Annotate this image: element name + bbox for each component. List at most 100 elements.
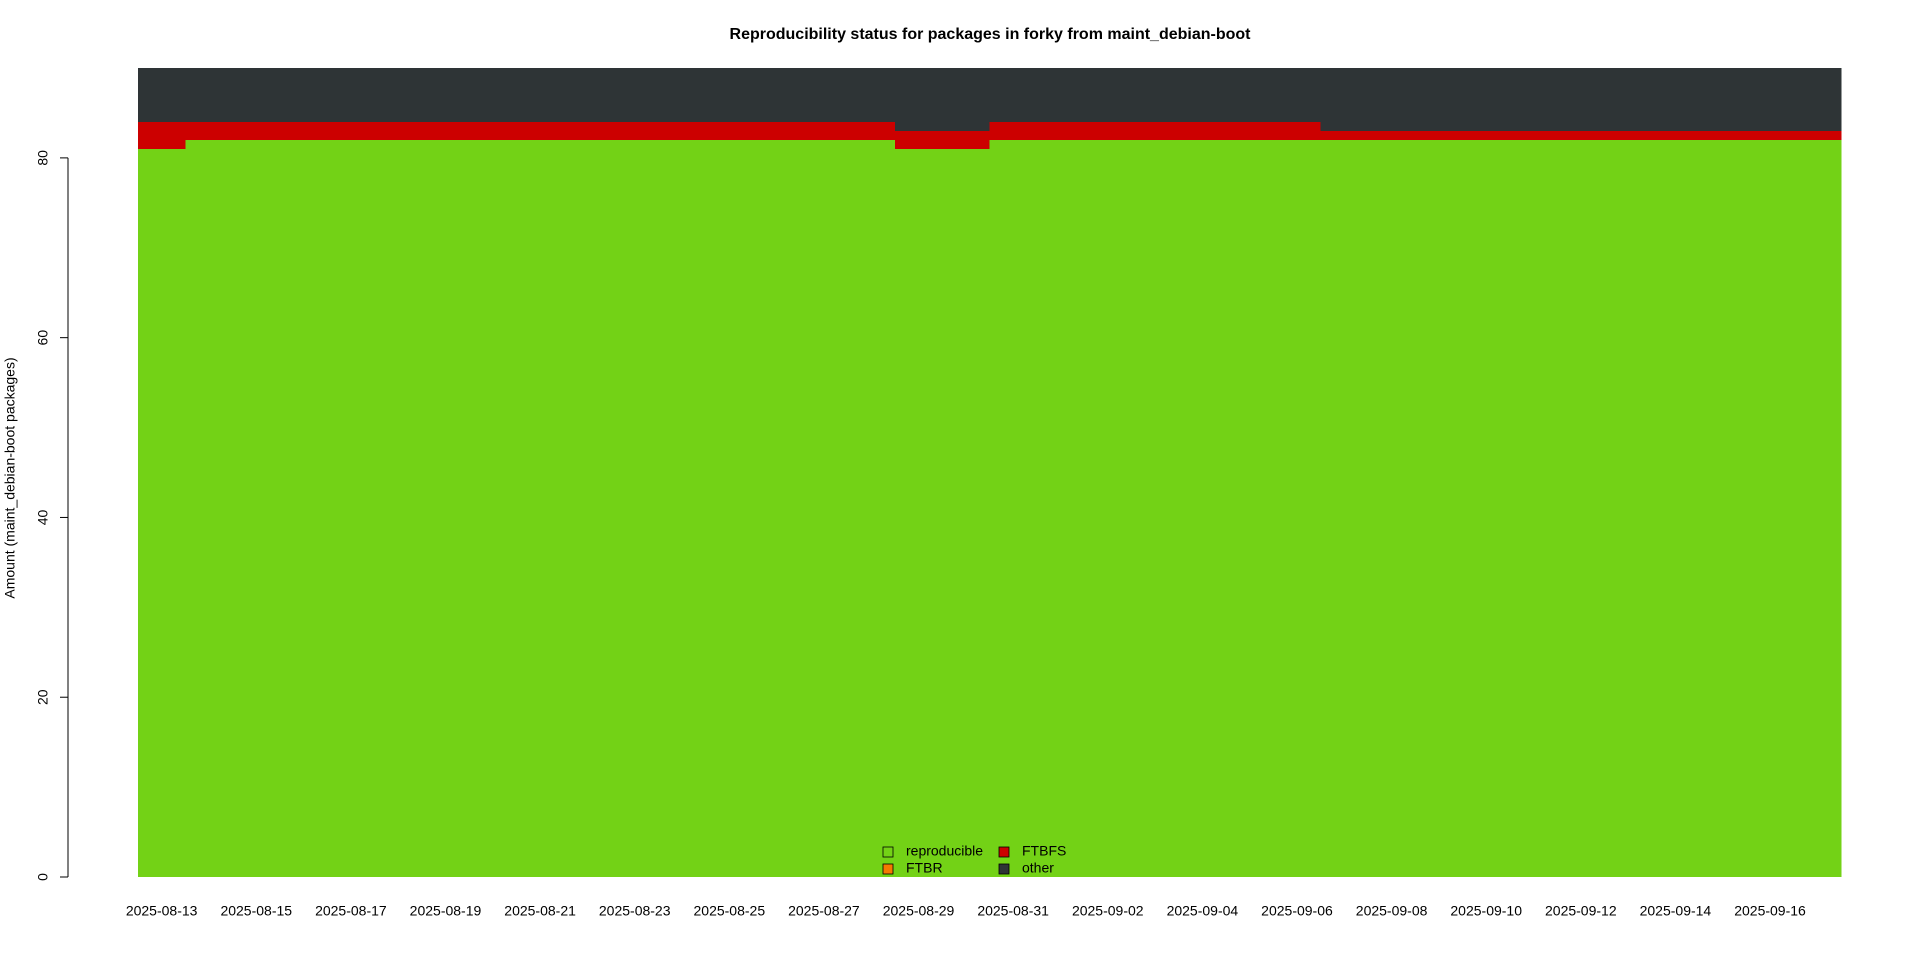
area-segment [563,68,612,122]
x-tick-label: 2025-08-27 [788,903,860,919]
area-segment [1320,139,1369,877]
area-segment [989,139,1038,877]
area-segment [705,121,754,140]
area-segment [1651,139,1700,877]
area-segment [232,121,281,140]
x-tick-label: 2025-09-16 [1734,903,1806,919]
area-segment [1226,68,1274,122]
area-segment [942,130,991,149]
area-segment [1651,130,1700,140]
area-segment [421,121,470,140]
area-segment [1131,121,1180,140]
legend-swatch [882,846,894,858]
y-tick-label: 0 [35,873,51,881]
area-segment [1084,68,1133,122]
area-segment [185,68,234,122]
area-segment [1746,130,1795,140]
area-segment [1036,68,1085,122]
area-segment [1084,121,1133,140]
area-segment [611,68,659,122]
area-segment [279,139,328,877]
area-segment [516,68,565,122]
legend-swatch [998,846,1010,858]
x-tick-label: 2025-08-13 [126,903,198,919]
x-tick-label: 2025-09-04 [1167,903,1239,919]
area-segment [1651,68,1700,131]
area-segment [1699,139,1747,877]
x-tick-label: 2025-08-23 [599,903,671,919]
x-tick-label: 2025-09-02 [1072,903,1144,919]
area-segment [705,139,754,877]
area-segment [1462,68,1511,131]
area-segment [1509,139,1558,877]
area-segment [1604,68,1653,131]
area-segment [942,68,991,131]
y-tick-label: 80 [35,150,51,166]
area-segment [1084,139,1133,877]
chart-title: Reproducibility status for packages in f… [730,26,1252,43]
area-segment [800,68,849,122]
area-segment [469,68,518,122]
x-tick-label: 2025-09-08 [1356,903,1428,919]
area-segment [374,121,423,140]
x-tick-label: 2025-09-10 [1450,903,1522,919]
x-tick-label: 2025-09-14 [1640,903,1712,919]
area-segment [989,121,1038,140]
area-segment [1131,139,1180,877]
area-segment [232,139,281,877]
area-segment [1367,130,1416,140]
area-segment [1036,121,1085,140]
x-tick-label: 2025-08-19 [410,903,482,919]
area-segment [989,68,1038,122]
area-segment [138,121,186,149]
area-segment [894,130,943,149]
legend-swatch [882,863,894,875]
area-segment [942,148,991,877]
area-segment [894,68,943,131]
area-segment [658,121,707,140]
area-segment [847,121,896,140]
area-segment [1415,68,1464,131]
legend-label: FTBFS [1022,843,1066,859]
legend-swatch [998,863,1010,875]
area-segment [658,68,707,122]
x-tick-label: 2025-08-25 [694,903,766,919]
area-segment [611,121,659,140]
area-segment [658,139,707,877]
x-tick-label: 2025-08-15 [220,903,292,919]
area-segment [1604,130,1653,140]
area-segment [1793,130,1842,140]
area-segment [327,121,376,140]
area-segment [1604,139,1653,877]
x-tick-label: 2025-08-21 [504,903,576,919]
area-segment [1178,68,1227,122]
area-segment [1178,139,1227,877]
area-segment [800,139,849,877]
area-segment [1699,68,1747,131]
area-segment [1746,68,1795,131]
area-segment [1226,121,1274,140]
area-segment [1273,139,1322,877]
area-segment [1320,68,1369,131]
area-segment [374,68,423,122]
area-segment [847,68,896,122]
legend-label: reproducible [906,843,983,859]
area-segment [469,139,518,877]
area-segment [1793,139,1842,877]
area-segment [1273,68,1322,122]
area-segment [800,121,849,140]
area-segment [1415,139,1464,877]
area-segment [1367,139,1416,877]
area-segment [1462,139,1511,877]
area-segment [752,139,801,877]
area-segment [894,148,943,877]
area-segment [185,121,234,140]
area-segment [1415,130,1464,140]
area-segment [1509,130,1558,140]
y-tick-label: 60 [35,330,51,346]
x-tick-label: 2025-08-29 [883,903,955,919]
area-segment [1131,68,1180,122]
area-segment [138,148,186,877]
area-segment [1557,139,1606,877]
